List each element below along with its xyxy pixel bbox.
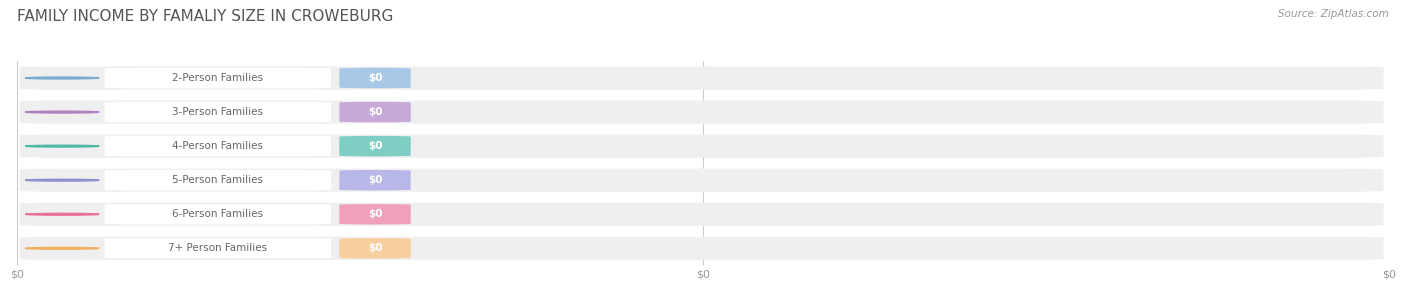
FancyBboxPatch shape xyxy=(104,170,332,190)
FancyBboxPatch shape xyxy=(20,169,1384,192)
Circle shape xyxy=(25,213,100,215)
FancyBboxPatch shape xyxy=(20,66,1384,90)
FancyBboxPatch shape xyxy=(20,135,1384,158)
Circle shape xyxy=(25,179,100,181)
Text: FAMILY INCOME BY FAMALIY SIZE IN CROWEBURG: FAMILY INCOME BY FAMALIY SIZE IN CROWEBU… xyxy=(17,9,394,24)
Text: 3-Person Families: 3-Person Families xyxy=(173,107,263,117)
Circle shape xyxy=(25,247,100,249)
Text: 7+ Person Families: 7+ Person Families xyxy=(169,243,267,253)
FancyBboxPatch shape xyxy=(104,102,332,122)
Text: 4-Person Families: 4-Person Families xyxy=(173,141,263,151)
FancyBboxPatch shape xyxy=(339,102,411,122)
Circle shape xyxy=(25,77,100,79)
Text: $0: $0 xyxy=(368,209,382,219)
FancyBboxPatch shape xyxy=(20,101,1384,124)
FancyBboxPatch shape xyxy=(104,68,332,88)
Text: $0: $0 xyxy=(368,141,382,151)
Text: $0: $0 xyxy=(368,73,382,83)
Circle shape xyxy=(25,145,100,147)
FancyBboxPatch shape xyxy=(339,204,411,224)
FancyBboxPatch shape xyxy=(20,203,1384,226)
Text: $0: $0 xyxy=(368,175,382,185)
Circle shape xyxy=(25,111,100,113)
FancyBboxPatch shape xyxy=(104,238,332,259)
FancyBboxPatch shape xyxy=(339,136,411,156)
Text: $0: $0 xyxy=(368,243,382,253)
FancyBboxPatch shape xyxy=(339,170,411,190)
Text: Source: ZipAtlas.com: Source: ZipAtlas.com xyxy=(1278,9,1389,19)
FancyBboxPatch shape xyxy=(20,237,1384,260)
FancyBboxPatch shape xyxy=(104,136,332,156)
Text: 5-Person Families: 5-Person Families xyxy=(173,175,263,185)
FancyBboxPatch shape xyxy=(339,238,411,259)
FancyBboxPatch shape xyxy=(339,68,411,88)
Text: 6-Person Families: 6-Person Families xyxy=(173,209,263,219)
FancyBboxPatch shape xyxy=(104,204,332,224)
Text: 2-Person Families: 2-Person Families xyxy=(173,73,263,83)
Text: $0: $0 xyxy=(368,107,382,117)
